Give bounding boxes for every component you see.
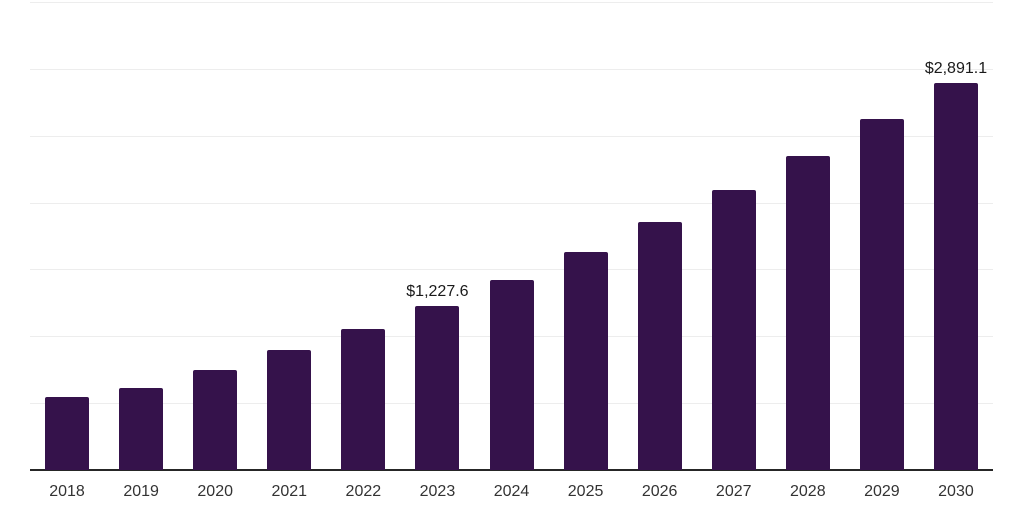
- bar-2028: [785, 155, 830, 470]
- bar-2026: [637, 222, 682, 470]
- plot-area: $1,227.6 $2,891.1: [30, 2, 993, 471]
- x-tick-2019: 2019: [123, 483, 159, 500]
- x-tick-2029: 2029: [864, 483, 900, 500]
- bar-value-label-2030: $2,891.1: [924, 60, 988, 78]
- bar-2023: [415, 305, 460, 470]
- x-tick-2020: 2020: [197, 483, 233, 500]
- x-tick-2027: 2027: [715, 483, 752, 500]
- bar-2029: [859, 119, 904, 470]
- x-tick-2022: 2022: [345, 483, 382, 500]
- x-tick-2030: 2030: [938, 483, 974, 500]
- x-tick-2023: 2023: [419, 483, 456, 500]
- bar-2018: [45, 397, 90, 470]
- bar-2025: [563, 251, 608, 470]
- gridline-3000: [30, 68, 993, 70]
- bar-2030: [933, 83, 978, 470]
- x-axis-labels: 2018 2019 2020 2021 2022 2023 2024 2025 2026 2027…: [30, 482, 993, 506]
- x-axis-line: [30, 469, 993, 471]
- bar-2022: [341, 328, 386, 470]
- gridline-2000: [30, 202, 993, 204]
- x-tick-2026: 2026: [641, 483, 678, 500]
- x-tick-2024: 2024: [493, 483, 530, 500]
- bar-2021: [267, 349, 312, 470]
- gridline-3500: [30, 2, 993, 3]
- x-tick-2021: 2021: [271, 483, 308, 500]
- bar-2024: [489, 280, 534, 470]
- bar-2027: [711, 189, 756, 470]
- bar-value-label-2023: $1,227.6: [406, 282, 469, 300]
- bar-2020: [193, 369, 238, 470]
- gridline-2500: [30, 135, 993, 137]
- gridline-1500: [30, 269, 993, 271]
- x-tick-2018: 2018: [49, 483, 85, 500]
- x-tick-2025: 2025: [567, 483, 604, 500]
- bar-2019: [119, 388, 164, 470]
- x-tick-2028: 2028: [790, 483, 826, 500]
